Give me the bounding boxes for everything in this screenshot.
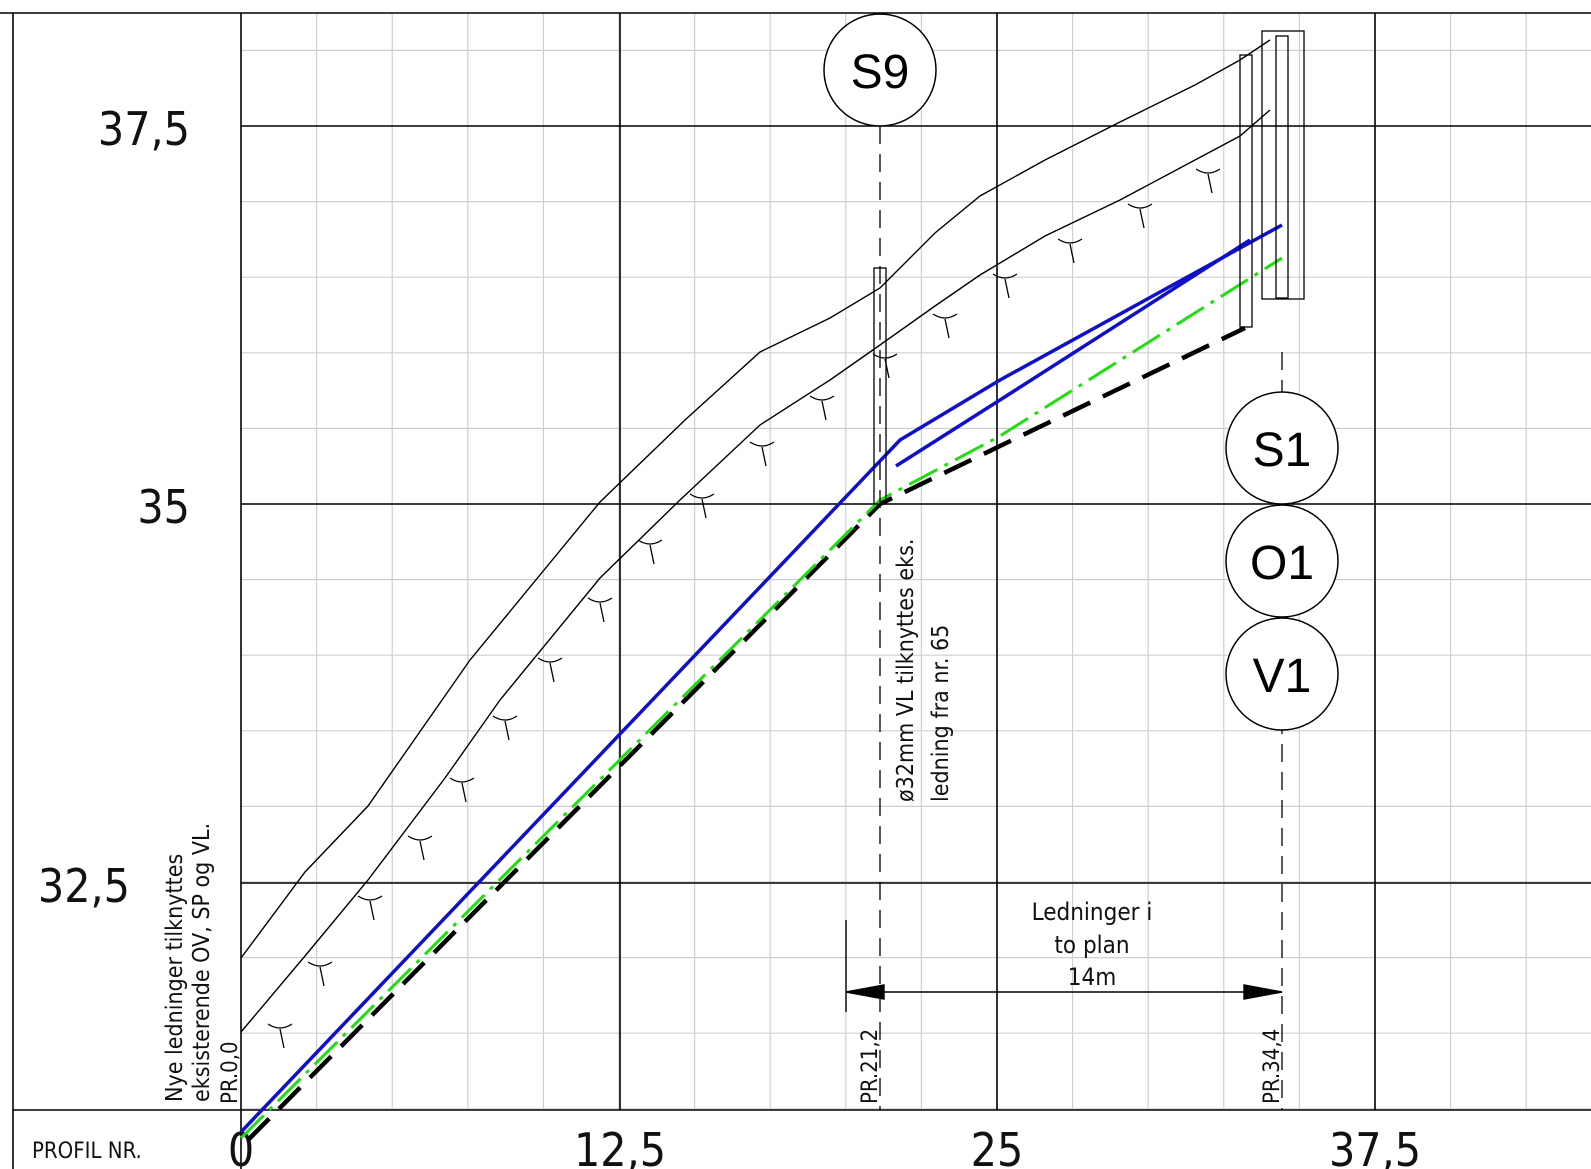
slope-hatch-mark [1057,238,1083,264]
slope-hatch-mark [637,539,663,565]
y-tick-32-5: 32,5 [38,859,130,913]
green-dashdot-pipe [239,256,1283,1140]
slope-hatch-mark [749,441,775,467]
bubble-v1: V1 [1225,617,1339,731]
x-tick-12-5: 12,5 [574,1123,666,1169]
bubble-v1-label: V1 [1253,650,1312,703]
slope-hatch-mark [689,493,715,519]
bubble-s1: S1 [1225,391,1339,505]
slope-hatch-mark [357,895,383,921]
x-tick-25: 25 [971,1123,1024,1169]
y-tick-37-5: 37,5 [98,102,190,156]
dimension-line [845,920,1283,1012]
mid-note-line2: ledning fra nr. 65 [928,625,954,802]
s1-chamber-inner [1275,35,1289,299]
slope-hatch-mark [492,715,518,741]
terrain-slope-line [240,109,1271,1033]
station-label-pr0: PR.0,0 [218,1041,243,1104]
x-tick-37-5: 37,5 [1329,1123,1421,1169]
bubble-o1-label: O1 [1250,537,1314,590]
station-label-pr21: PR.21,2 [858,1029,883,1104]
slope-hatch-mark [449,777,475,803]
slope-hatch-marks [267,168,1221,1049]
slope-hatch-mark [872,353,898,379]
slope-hatch-mark [992,273,1018,299]
slope-hatch-mark [932,313,958,339]
blue-pipe-lower [895,238,1251,468]
dashed-black-pipe [246,325,1246,1142]
major-grid [0,12,1591,1169]
slope-hatch-mark [1195,168,1221,194]
station-label-pr34: PR.34,4 [1260,1029,1285,1104]
bubble-s1-label: S1 [1253,424,1312,477]
slope-hatch-mark [587,597,613,623]
v1-riser-box [1239,54,1253,328]
dimension-text-line3: 14m [1068,963,1117,991]
dimension-text-line2: to plan [1054,931,1129,959]
dimension-text-line1: Ledninger i [1032,898,1153,926]
s1-chamber-outer [1261,30,1305,300]
slope-hatch-mark [267,1023,293,1049]
terrain-top-line [240,39,1271,959]
slope-hatch-mark [407,835,433,861]
left-note-line2: eksisterende OV, SP og VL. [189,823,215,1102]
slope-hatch-mark [537,657,563,683]
slope-hatch-mark [809,395,835,421]
slope-hatch-mark [307,961,333,987]
left-note-line1: Nye ledninger tilknyttes [162,854,188,1102]
profil-nr-label: PROFIL NR. [32,1139,142,1164]
y-tick-35: 35 [137,480,190,534]
bubble-s9-label: S9 [851,46,910,99]
bubble-o1: O1 [1225,504,1339,618]
blue-pipe-upper [239,223,1283,1134]
mid-note-line1: ø32mm VL tilknyttes eks. [893,539,919,802]
slope-hatch-mark [1127,203,1153,229]
bubble-s9: S9 [823,13,937,127]
